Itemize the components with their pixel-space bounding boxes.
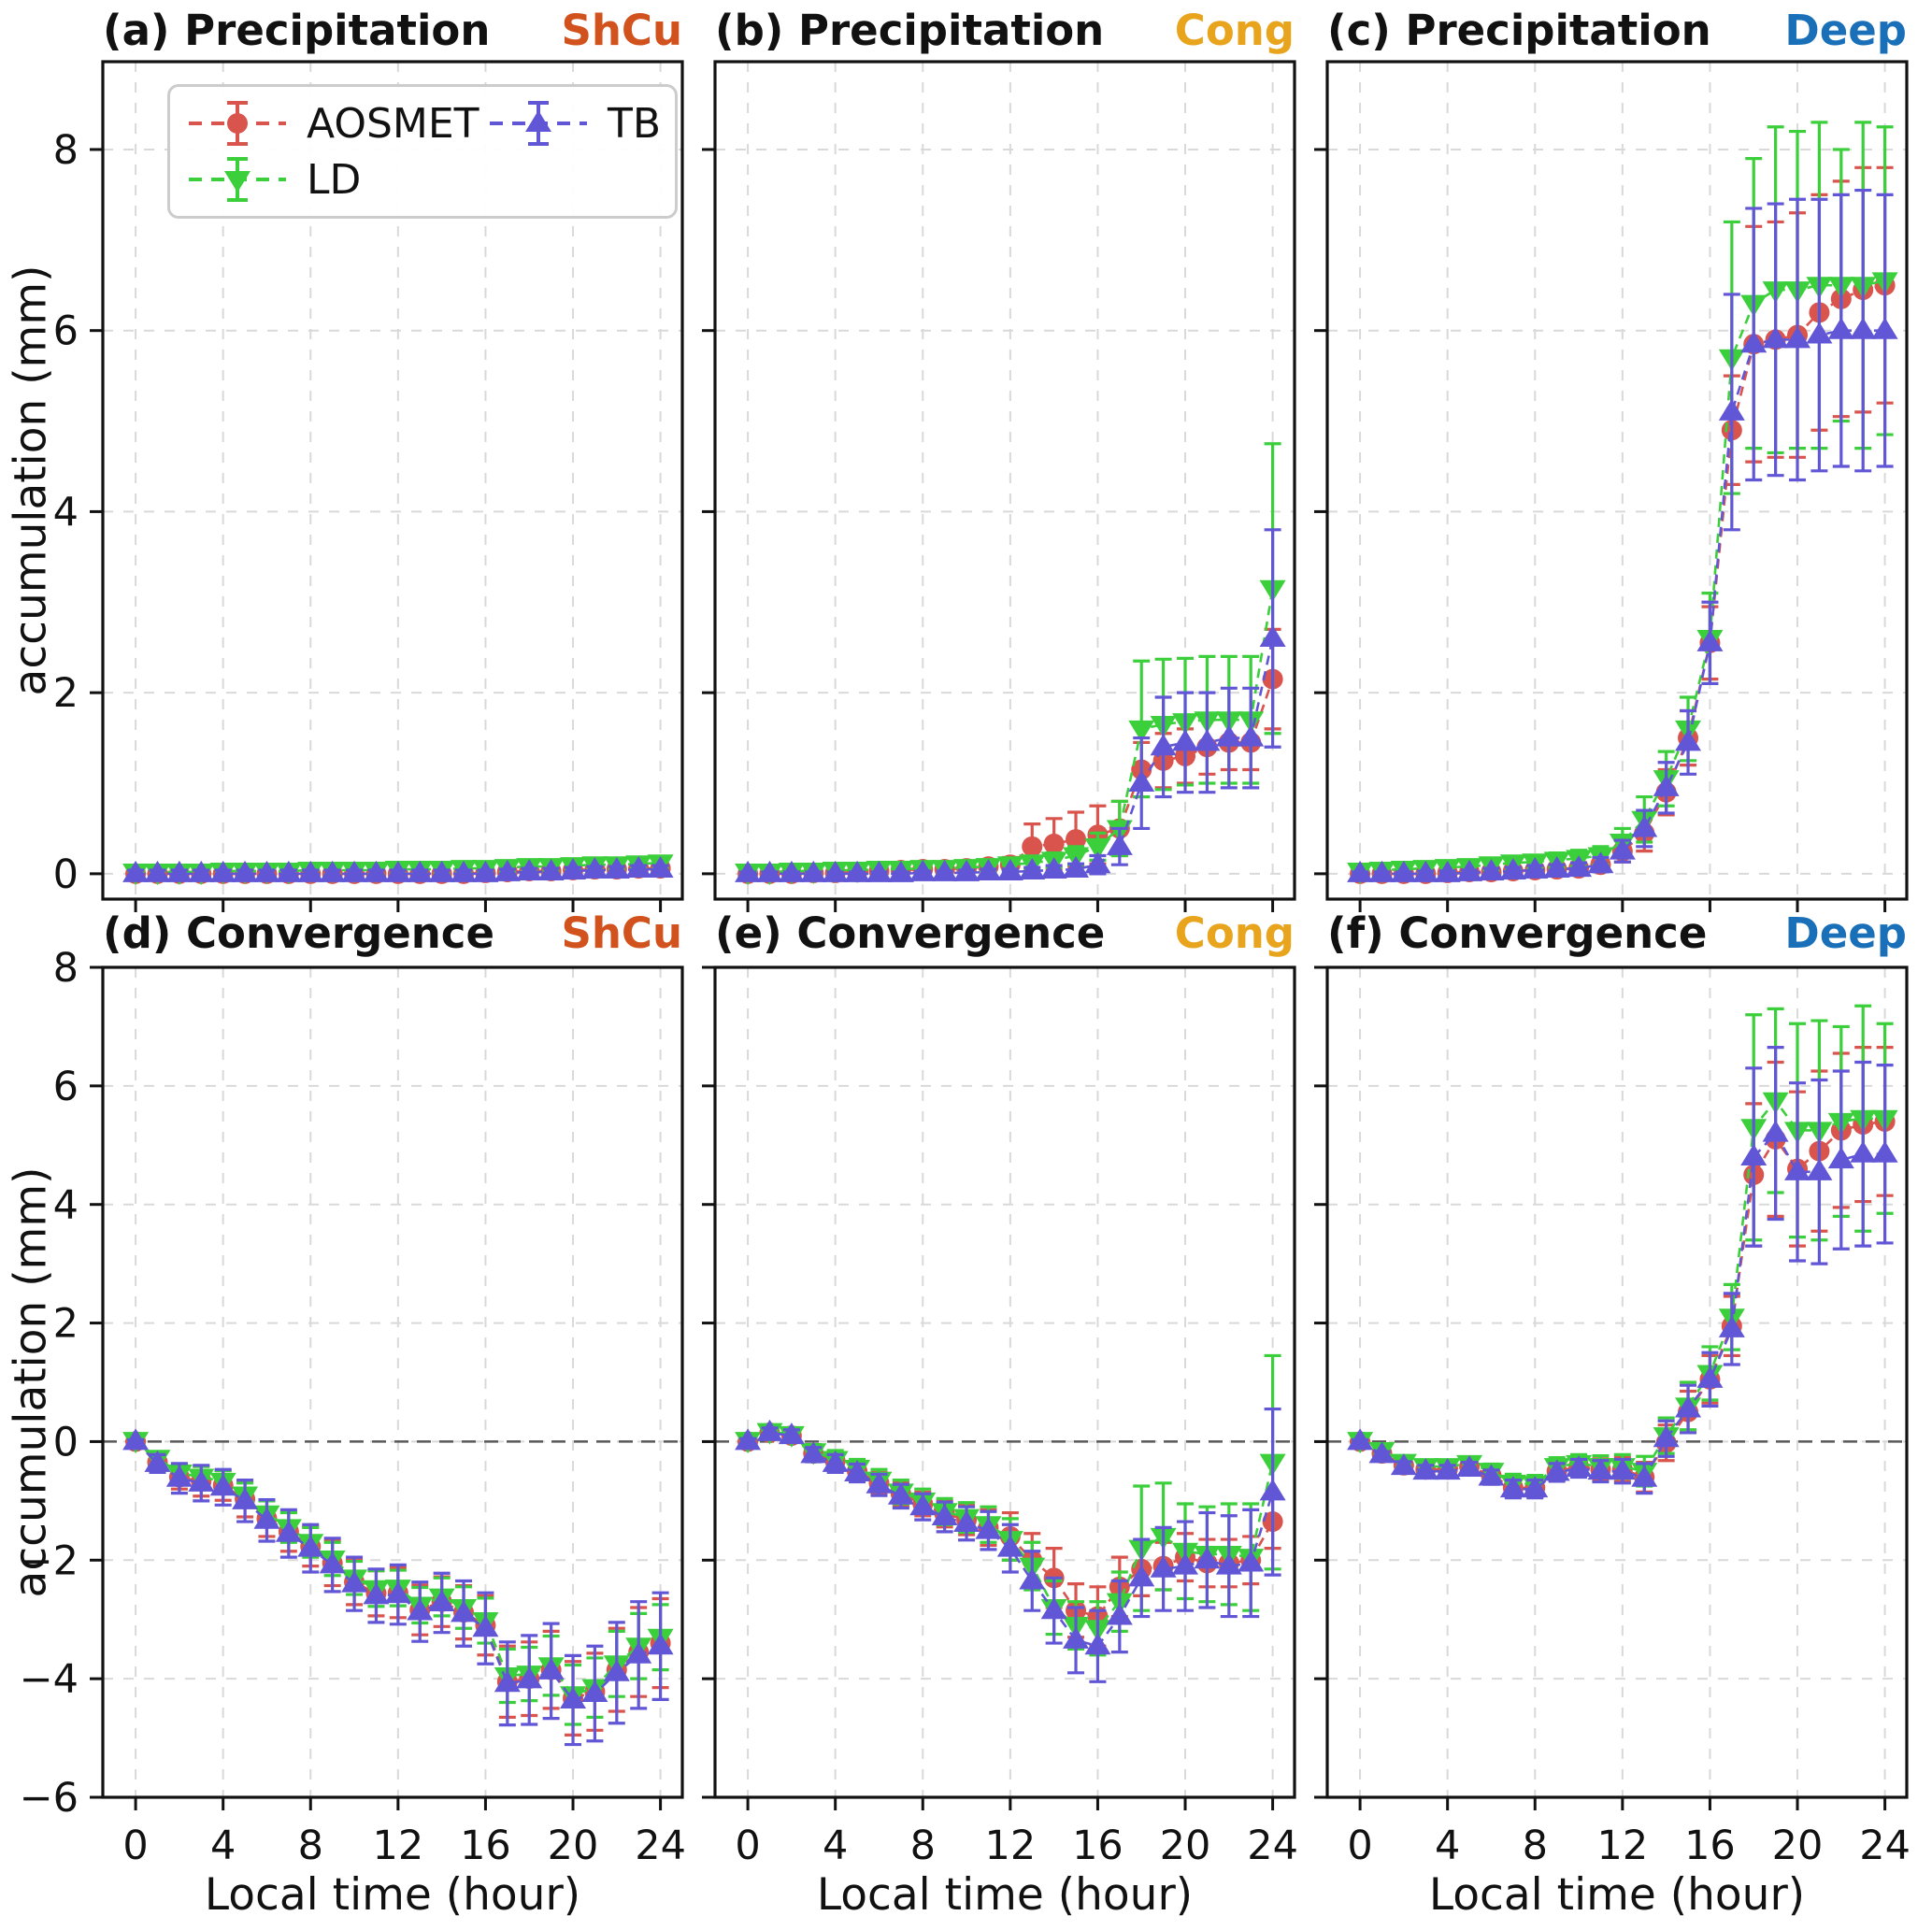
y-tick-label: 8: [53, 127, 79, 174]
x-tick-label: 12: [984, 1823, 1036, 1869]
aosmet-marker-icon: [189, 101, 286, 146]
panel-b: [702, 60, 1296, 912]
y-tick-label: 6: [53, 1064, 79, 1110]
panel-d-title-text: (d) Convergence: [103, 908, 494, 958]
panel-frame: [101, 60, 684, 901]
panel-e: 0 4 8 12 16 20 24: [702, 965, 1298, 1869]
legend-label-ld: LD: [307, 155, 362, 204]
series-tb: [1347, 1046, 1898, 1500]
x-tick-label: 4: [823, 1823, 848, 1869]
y-tick-label: −4: [20, 1656, 79, 1703]
x-tick-label: 16: [1684, 1823, 1736, 1869]
panel-frame: [101, 965, 684, 1799]
x-tick-label: 12: [1596, 1823, 1648, 1869]
legend-item-aosmet: AOSMET: [185, 96, 486, 150]
x-tick-label: 4: [1435, 1823, 1460, 1869]
y-tick-label: 2: [53, 1301, 79, 1348]
x-tick-label: 24: [635, 1823, 686, 1869]
legend-grid: AOSMET TB LD: [185, 96, 661, 207]
panel-e-title: (e) Convergence Cong: [715, 908, 1295, 958]
x-tick-label: 16: [460, 1823, 511, 1869]
series-tb: [735, 1407, 1286, 1683]
panel-frame: [1325, 965, 1909, 1799]
series-tb: [1347, 188, 1898, 882]
panel-f-title-text: (f) Convergence: [1327, 908, 1708, 958]
x-tick-label: 12: [372, 1823, 423, 1869]
panel-f-title: (f) Convergence Deep: [1327, 908, 1907, 958]
series-tb: [735, 528, 1286, 882]
x-tick-label: 20: [1160, 1823, 1211, 1869]
y-tick-label: 4: [53, 1182, 79, 1229]
panel-d-title: (d) Convergence ShCu: [103, 908, 682, 958]
panel-c-title: (c) Precipitation Deep: [1327, 6, 1907, 55]
panel-e-title-text: (e) Convergence: [715, 908, 1106, 958]
x-tick-label: 0: [735, 1823, 760, 1869]
legend: AOSMET TB LD: [167, 84, 678, 219]
x-axis-label-d: Local time (hour): [204, 1869, 581, 1921]
x-axis-label-f: Local time (hour): [1428, 1869, 1806, 1921]
panel-c-regime-badge: Deep: [1784, 6, 1907, 55]
panel-d-regime-badge: ShCu: [561, 908, 682, 958]
y-axis-label-top: accumulation (mm): [5, 264, 57, 696]
panel-b-title-text: (b) Precipitation: [715, 6, 1105, 55]
x-tick-label: 8: [1523, 1823, 1548, 1869]
x-tick-label: 24: [1859, 1823, 1911, 1869]
series-tb: [122, 856, 674, 882]
y-tick-label: 8: [53, 945, 79, 992]
x-tick-label: 24: [1247, 1823, 1298, 1869]
x-tick-label: 4: [210, 1823, 236, 1869]
y-tick-label: 2: [53, 670, 79, 717]
series-tb: [122, 1428, 674, 1747]
y-tick-label: −6: [20, 1775, 79, 1822]
panel-a-title-text: (a) Precipitation: [103, 6, 491, 55]
y-tick-label: 0: [53, 1419, 79, 1465]
x-axis-label-e: Local time (hour): [816, 1869, 1194, 1921]
x-tick-label: 16: [1072, 1823, 1123, 1869]
panel-b-title: (b) Precipitation Cong: [715, 6, 1295, 55]
legend-label-tb: TB: [608, 99, 662, 148]
panel-c-title-text: (c) Precipitation: [1327, 6, 1711, 55]
y-tick-label: 4: [53, 489, 79, 536]
x-tick-label: 20: [1772, 1823, 1824, 1869]
legend-item-ld: LD: [185, 152, 486, 207]
x-tick-label: 0: [1347, 1823, 1372, 1869]
y-axis-label-bottom: accumulation (mm): [5, 1166, 57, 1598]
x-tick-label: 20: [548, 1823, 599, 1869]
panel-f: 0 4 8 12 16 20 24: [1314, 965, 1911, 1869]
ld-marker-icon: [189, 157, 286, 202]
panel-frame: [1325, 60, 1909, 901]
tb-marker-icon: [490, 101, 587, 146]
panel-frame: [713, 60, 1296, 901]
panel-c: [1314, 60, 1909, 912]
y-tick-label: 6: [53, 308, 79, 355]
x-tick-label: 8: [298, 1823, 323, 1869]
panel-e-regime-badge: Cong: [1174, 908, 1295, 958]
panel-f-regime-badge: Deep: [1784, 908, 1907, 958]
y-tick-label: 0: [53, 851, 79, 898]
panel-frame: [713, 965, 1296, 1799]
x-tick-label: 0: [122, 1823, 148, 1869]
x-tick-label: 8: [910, 1823, 936, 1869]
legend-item-tb: TB: [486, 96, 661, 150]
panel-a-regime-badge: ShCu: [561, 6, 682, 55]
panel-a-title: (a) Precipitation ShCu: [103, 6, 682, 55]
legend-label-aosmet: AOSMET: [307, 99, 479, 148]
panel-b-regime-badge: Cong: [1174, 6, 1295, 55]
y-tick-label: −2: [20, 1537, 79, 1584]
